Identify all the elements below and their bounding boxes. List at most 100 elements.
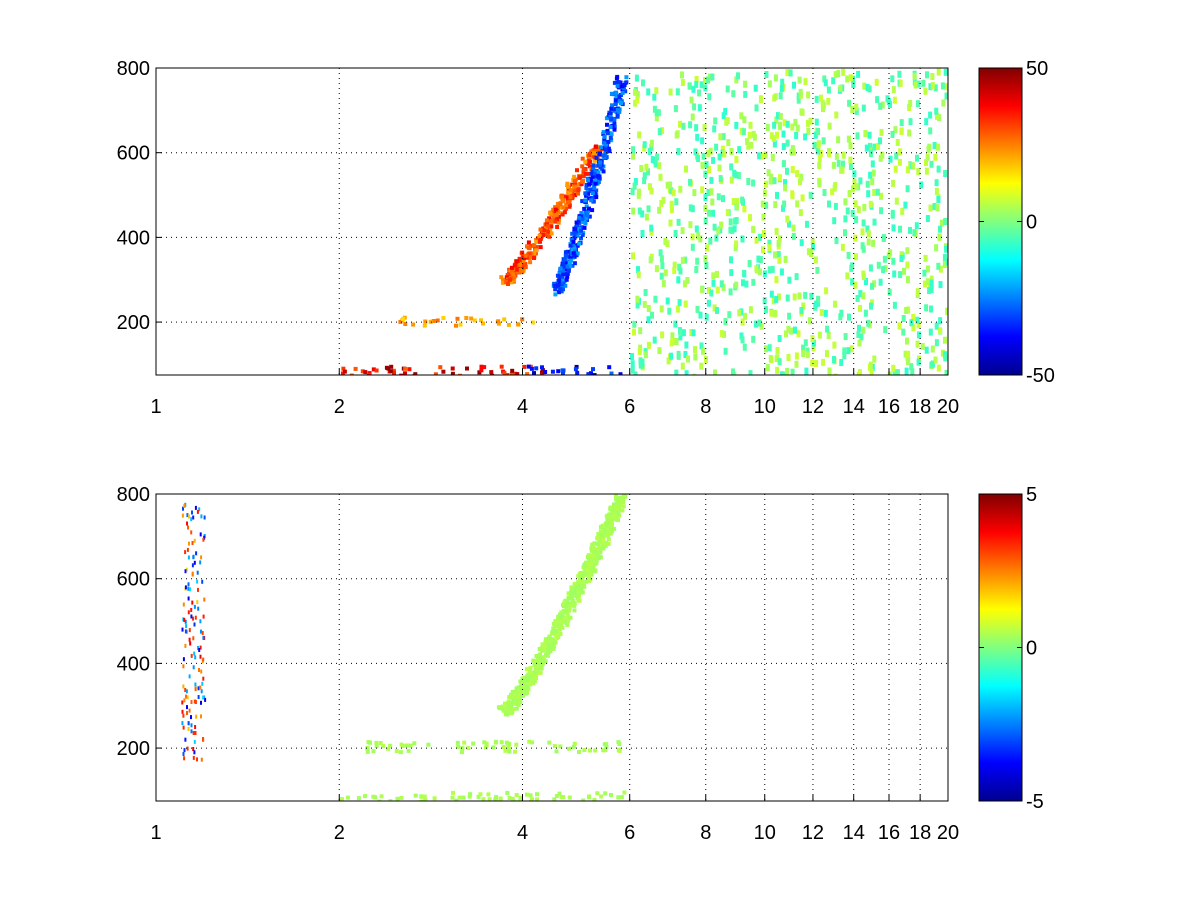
heatmap-cell [592,373,597,375]
heatmap-cell [599,794,604,799]
heatmap-cell [591,552,596,557]
heatmap-cell [587,154,592,159]
heatmap-cell [924,304,929,312]
heatmap-cell [199,532,202,537]
heatmap-cell [831,77,836,85]
heatmap-cell [197,686,200,691]
heatmap-cell [509,280,514,285]
heatmap-cell [796,96,801,104]
heatmap-cell [742,205,747,213]
heatmap-cell [403,366,408,371]
heatmap-cell [588,159,592,164]
heatmap-cell [588,187,593,192]
heatmap-cell [715,307,719,314]
x-tick-label: 10 [754,396,776,418]
heatmap-cell [608,135,613,140]
heatmap-cell [704,356,708,364]
heatmap-cell [674,198,679,206]
heatmap-cell [825,325,830,333]
heatmap-cell [588,748,592,753]
heatmap-cell [678,333,683,341]
heatmap-cell [885,95,890,103]
heatmap-cell [861,104,866,112]
heatmap-cell [491,745,496,750]
heatmap-cell [937,114,942,122]
heatmap-cell [193,604,196,609]
heatmap-cell [575,233,580,238]
heatmap-cell [557,791,562,796]
heatmap-cell [772,140,777,148]
heatmap-cell [676,352,681,360]
heatmap-cell [775,112,780,120]
heatmap-cell [529,366,534,371]
heatmap-cell [570,595,574,600]
heatmap-cell [804,367,809,375]
heatmap-cell [572,253,577,258]
heatmap-cell [535,665,540,670]
heatmap-cell [615,112,620,117]
heatmap-cell [938,317,943,325]
heatmap-cell [699,81,704,89]
heatmap-cell [827,200,831,208]
heatmap-cell [905,185,910,193]
heatmap-cell [731,368,735,375]
heatmap-cell [586,209,590,214]
heatmap-cell [622,82,627,87]
heatmap-cell [586,178,590,183]
heatmap-cell [188,637,191,642]
heatmap-cell [938,327,943,335]
heatmap-cell [593,152,598,157]
heatmap-cell [559,795,564,800]
heatmap-cell [570,593,575,598]
heatmap-cell [589,198,594,203]
heatmap-cell [887,288,892,296]
heatmap-cells-top [340,68,948,375]
heatmap-cell [502,317,507,322]
heatmap-cell [556,290,561,295]
heatmap-cell [464,316,469,320]
heatmap-cell [930,345,935,353]
heatmap-cell [192,616,194,621]
heatmap-cell [944,369,948,375]
heatmap-cell [722,150,727,158]
heatmap-cell [872,218,877,226]
heatmap-cell [576,218,581,223]
heatmap-cell [785,294,790,302]
heatmap-cell [660,127,665,135]
heatmap-cell [607,526,611,531]
heatmap-cell [930,73,935,80]
heatmap-cell [537,234,542,238]
heatmap-cell [935,204,940,212]
heatmap-cell [188,674,191,679]
heatmap-cell [748,121,753,129]
heatmap-cell [589,548,594,553]
heatmap-cell [489,370,494,375]
heatmap-cell [538,670,543,675]
heatmap-cell [794,352,799,360]
heatmap-cell [458,373,462,375]
heatmap-cell [847,99,852,107]
heatmap-cell [505,712,510,717]
heatmap-cell [875,143,880,150]
heatmap-cell [848,156,853,164]
heatmap-cell [587,181,592,186]
heatmap-cell [906,350,911,358]
heatmap-cell [770,265,775,273]
heatmap-cell [197,587,199,592]
heatmap-cell [592,158,597,163]
heatmap-cell [848,163,853,171]
heatmap-cell [761,213,766,221]
heatmap-cell [408,743,413,748]
heatmap-cell [487,797,492,801]
heatmap-cell [868,361,873,369]
heatmap-cell [609,91,614,96]
heatmap-cell [584,560,589,565]
heatmap-cell [633,99,638,107]
heatmap-cell [838,84,843,92]
heatmap-cell [564,206,569,211]
heatmap-cell [760,200,765,208]
heatmap-cell [534,662,539,667]
heatmap-cell [183,748,186,753]
heatmap-cell [547,645,552,650]
heatmap-cell [916,331,921,339]
